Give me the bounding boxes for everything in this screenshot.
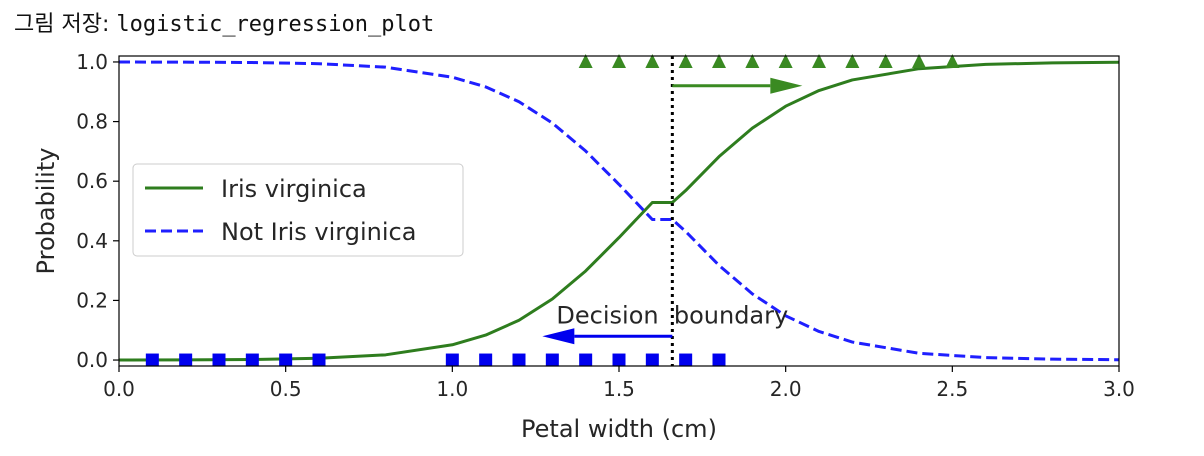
marker-triangle: [878, 53, 893, 68]
marker-triangle: [612, 53, 626, 68]
x-axis-ticks: 0.0 0.5 1.0 1.5 2.0 2.5 3.0: [103, 366, 1135, 401]
marker-square: [679, 353, 693, 367]
arrow-head-1: [542, 328, 575, 345]
arrow-head-0: [770, 77, 803, 94]
marker-triangle: [945, 53, 960, 68]
y-axis-label: Probability: [32, 148, 60, 275]
marker-triangle: [712, 53, 726, 68]
curves-layer: [118, 60, 1120, 362]
arrows-layer: [542, 77, 803, 345]
legend: Iris virginica Not Iris virginica: [132, 163, 464, 257]
marker-triangle: [845, 53, 860, 68]
marker-square: [445, 353, 459, 367]
x-tick-label: 0.5: [270, 377, 302, 401]
series-line-not-iris-virginica: [118, 60, 1120, 362]
marker-square: [312, 353, 326, 367]
marker-square: [612, 353, 626, 367]
caption-filename: logistic_regression_plot: [116, 12, 435, 37]
legend-label-iris-virginica: Iris virginica: [221, 175, 367, 203]
marker-square: [645, 353, 659, 367]
y-tick-label: 1.0: [76, 50, 108, 74]
marker-square: [712, 353, 726, 367]
marker-triangle: [912, 53, 926, 68]
caption-prefix: 그림 저장:: [14, 12, 117, 37]
annotations-layer: Decision boundary: [556, 301, 788, 329]
x-tick-label: 2.0: [770, 377, 802, 401]
y-tick-label: 0.6: [76, 169, 108, 193]
save-figure-caption: 그림 저장: logistic_regression_plot: [14, 6, 434, 38]
y-axis-ticks: 0.0 0.2 0.4 0.6 0.8 1.0: [76, 50, 119, 372]
marker-square: [545, 353, 559, 367]
marker-triangle: [678, 53, 693, 68]
marker-square: [512, 353, 526, 367]
x-tick-label: 2.5: [936, 377, 968, 401]
x-tick-label: 1.5: [603, 377, 635, 401]
y-tick-label: 0.2: [76, 288, 108, 312]
y-tick-label: 0.4: [76, 229, 108, 253]
marker-square: [479, 353, 493, 367]
x-tick-label: 0.0: [103, 377, 135, 401]
legend-box: [132, 163, 464, 257]
marker-triangle: [745, 53, 760, 68]
x-tick-label: 1.0: [436, 377, 468, 401]
x-axis-label: Petal width (cm): [521, 415, 717, 443]
marker-square: [245, 353, 259, 367]
marker-triangle: [645, 53, 660, 68]
marker-triangle: [812, 53, 826, 68]
marker-triangle: [778, 53, 793, 68]
legend-label-not-iris-virginica: Not Iris virginica: [221, 218, 416, 246]
marker-square: [145, 353, 159, 367]
markers-layer: [145, 53, 960, 367]
x-tick-label: 3.0: [1103, 377, 1135, 401]
marker-square: [179, 353, 193, 367]
y-tick-label: 0.0: [76, 348, 108, 372]
marker-square: [579, 353, 593, 367]
marker-square: [212, 353, 226, 367]
marker-square: [279, 353, 293, 367]
y-tick-label: 0.8: [76, 110, 108, 134]
marker-triangle: [578, 53, 593, 68]
decision-boundary-label: Decision boundary: [556, 301, 788, 329]
series-line-iris-virginica: [118, 60, 1120, 362]
